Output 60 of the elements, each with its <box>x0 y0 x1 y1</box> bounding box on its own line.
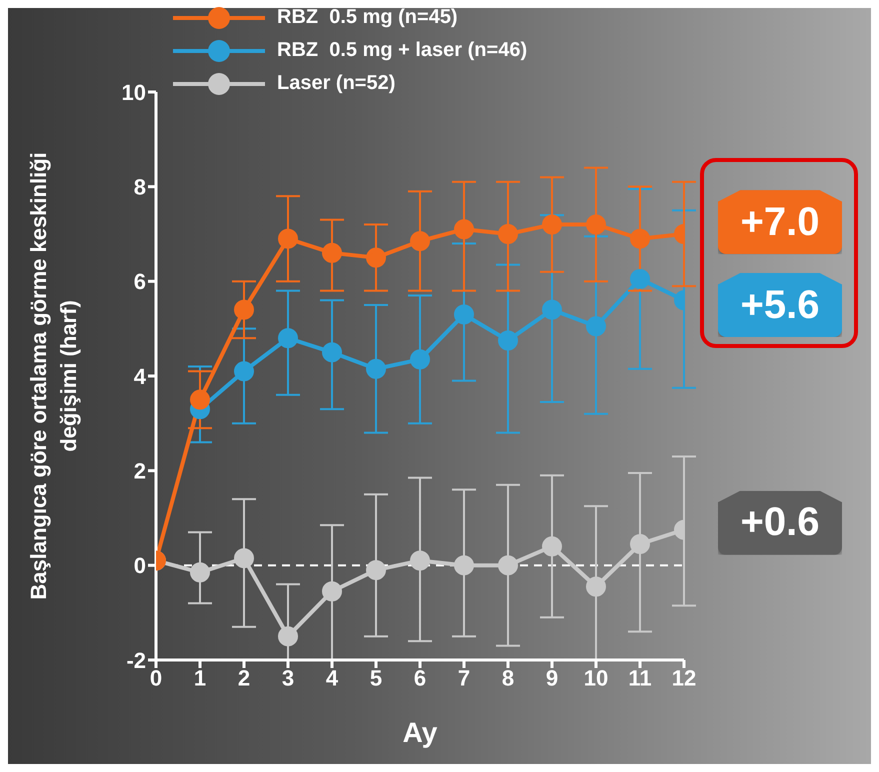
y-axis-title: Başlangıca göre ortalama görme keskinliği değişimi (harf) <box>25 151 82 602</box>
y-tick-label: 4 <box>134 364 147 389</box>
point <box>366 560 386 580</box>
y-tick-label: 6 <box>134 269 146 294</box>
point <box>454 304 474 324</box>
y-tick-label: 0 <box>134 553 146 578</box>
legend-label: RBZ 0.5 mg (n=45) <box>277 6 458 29</box>
x-tick-label: 2 <box>238 666 250 691</box>
point <box>322 242 342 263</box>
point <box>366 358 386 379</box>
point <box>630 268 650 289</box>
y-tick-label: 8 <box>134 174 146 200</box>
y-tick-label: 2 <box>134 458 146 484</box>
y-tick-label: 10 <box>122 80 146 105</box>
text: +0.6 <box>718 490 842 555</box>
x-tick-label: 9 <box>546 666 558 691</box>
text: +7.0 <box>718 190 842 254</box>
x-tick-label: 4 <box>326 666 339 691</box>
x-tick-label: 11 <box>628 666 652 691</box>
point <box>542 214 562 235</box>
point <box>322 581 342 602</box>
x-tick-label: 7 <box>458 666 470 691</box>
point <box>234 300 254 320</box>
point <box>454 555 474 576</box>
point <box>586 576 606 597</box>
legend-label: RBZ 0.5 mg + laser (n=46) <box>277 39 528 62</box>
point <box>278 626 298 646</box>
x-tick-label: 12 <box>672 666 696 691</box>
point <box>278 328 298 348</box>
legend-label: Laser (n=52) <box>277 72 396 95</box>
x-axis-title: Ay <box>402 717 438 748</box>
x-tick-label: 10 <box>584 666 608 691</box>
x-tick-label: 1 <box>194 666 206 691</box>
x-tick-label: 3 <box>282 666 294 691</box>
point <box>322 342 342 362</box>
x-tick-label: 5 <box>370 666 382 691</box>
point <box>234 361 254 382</box>
point <box>366 248 386 268</box>
point <box>586 316 606 336</box>
point <box>410 550 430 571</box>
point <box>542 300 562 320</box>
point <box>190 390 210 410</box>
point <box>278 228 298 249</box>
x-tick-label: 8 <box>502 666 514 691</box>
point <box>542 536 562 556</box>
y-tick-label: -2 <box>126 648 146 673</box>
point <box>410 349 430 370</box>
text: +5.6 <box>718 273 842 337</box>
point <box>410 231 430 252</box>
point <box>234 548 254 568</box>
x-tick-label: 6 <box>414 666 426 691</box>
point <box>498 224 518 244</box>
point <box>630 534 650 554</box>
point <box>630 228 650 249</box>
point <box>498 330 518 350</box>
point <box>498 555 518 576</box>
x-tick-label: 0 <box>150 666 162 691</box>
point <box>454 219 474 240</box>
point <box>586 214 606 235</box>
point <box>190 562 210 582</box>
